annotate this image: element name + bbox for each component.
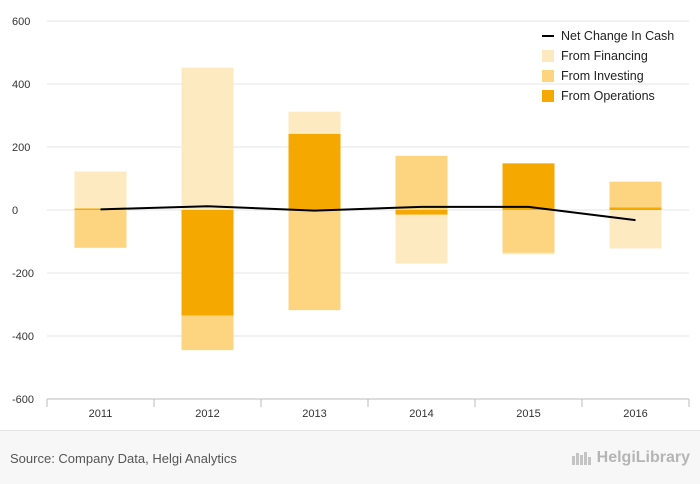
- y-tick-label: 0: [12, 205, 18, 217]
- y-tick-label: 200: [12, 142, 30, 154]
- bar-from-operations-2012: [182, 210, 234, 316]
- bar-from-investing-2015: [503, 210, 555, 253]
- bar-from-operations-2016: [610, 207, 662, 210]
- legend-swatch-from-financing: [542, 50, 554, 62]
- bar-from-financing-2011: [75, 172, 127, 209]
- brand-name: HelgiLibrary: [597, 449, 690, 467]
- brand-logo: HelgiLibrary: [571, 449, 690, 467]
- bar-from-financing-2014: [396, 215, 448, 264]
- x-tick-label: 2014: [409, 408, 433, 420]
- y-tick-label: 600: [12, 16, 30, 28]
- x-tick-label: 2013: [302, 408, 326, 420]
- bar-from-financing-2016: [610, 210, 662, 248]
- bar-from-investing-2011: [75, 210, 127, 248]
- legend: Net Change In Cash From Financing From Inv…: [542, 29, 674, 103]
- legend-label-from-operations: From Operations: [561, 89, 655, 103]
- legend-label-net-change-in-cash: Net Change In Cash: [561, 29, 674, 43]
- source-text: Source: Company Data, Helgi Analytics: [10, 451, 237, 466]
- bar-from-investing-2013: [289, 210, 341, 310]
- legend-swatch-from-investing: [542, 70, 554, 82]
- legend-swatch-from-operations: [542, 90, 554, 102]
- y-tick-label: -200: [12, 268, 34, 280]
- bar-from-investing-2014: [396, 156, 448, 210]
- library-icon: [571, 450, 593, 466]
- x-tick-label: 2011: [89, 408, 113, 420]
- bar-from-investing-2012: [182, 316, 234, 351]
- legend-label-from-financing: From Financing: [561, 49, 648, 63]
- bar-from-financing-2013: [289, 112, 341, 134]
- y-tick-label: -400: [12, 331, 34, 343]
- bar-from-operations-2015: [503, 163, 555, 210]
- net-change-polyline: [101, 206, 636, 220]
- bar-from-operations-2014: [396, 210, 448, 215]
- net-change-line: [100, 206, 635, 220]
- x-tick-label: 2012: [195, 408, 219, 420]
- y-tick-label: 400: [12, 79, 30, 91]
- legend-label-from-investing: From Investing: [561, 69, 644, 83]
- footer: Source: Company Data, Helgi Analytics He…: [0, 430, 700, 484]
- x-tick-label: 2015: [516, 408, 540, 420]
- x-axis: 2011 2012 2013 2014 2015 2016: [47, 399, 689, 420]
- x-tick-label: 2016: [623, 408, 647, 420]
- y-tick-label: -600: [12, 394, 34, 406]
- bar-from-financing-2012: [182, 68, 234, 210]
- bar-from-financing-2015: [503, 253, 555, 255]
- bar-from-operations-2013: [289, 134, 341, 210]
- y-axis-ticks: 600 400 200 0 -200 -400 -600: [12, 16, 34, 406]
- bar-from-investing-2016: [610, 182, 662, 208]
